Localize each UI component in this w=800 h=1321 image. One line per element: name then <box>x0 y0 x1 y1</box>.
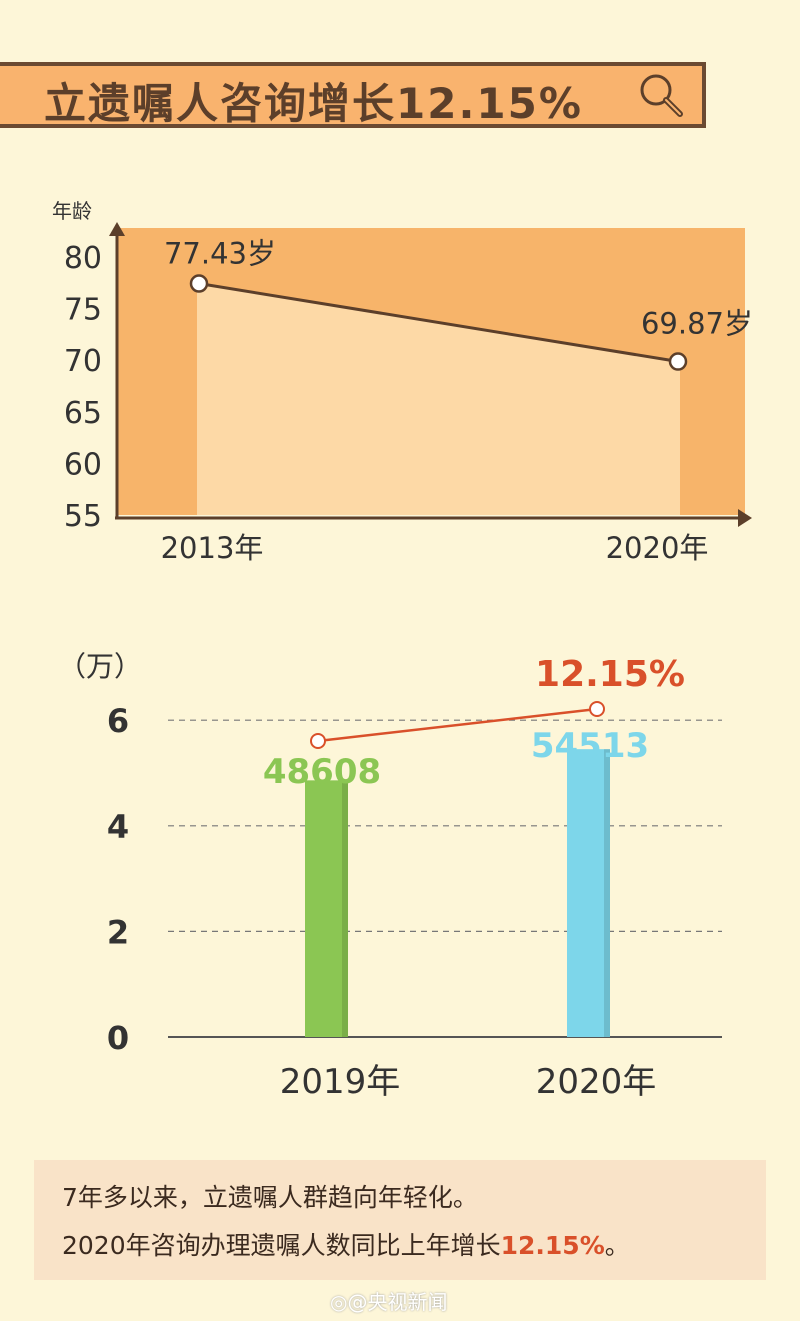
charts: 年龄 55 60 65 70 75 80 77.43岁 2013年 69.87岁 2020年 （万） 0… <box>52 199 753 1102</box>
y-tick-label: 55 <box>64 499 102 534</box>
note-highlight: 12.15% <box>500 1231 605 1260</box>
series-line <box>198 282 679 364</box>
magnifier-icon <box>640 74 683 117</box>
data-label: 77.43岁 <box>164 237 276 271</box>
area-fill <box>197 283 680 515</box>
y-tick-label: 75 <box>64 293 102 328</box>
x-tick-label: 2019年 <box>280 1062 401 1102</box>
x-tick-label: 2013年 <box>161 531 264 565</box>
y-axis-label: 年龄 <box>52 199 92 223</box>
y-tick-label: 60 <box>64 447 102 482</box>
growth-label: 12.15% <box>535 654 685 695</box>
bar-shade <box>342 780 348 1037</box>
watermark-text: @央视新闻 <box>347 1290 448 1314</box>
growth-point <box>310 733 326 749</box>
note-line-1: 7年多以来，立遗嘱人群趋向年轻化。 <box>62 1183 478 1212</box>
title-banner: 立遗嘱人咨询增长12.15% <box>0 62 706 128</box>
data-label: 69.87岁 <box>641 307 753 341</box>
growth-line <box>317 707 598 743</box>
weibo-icon: ◎ <box>330 1290 348 1314</box>
y-axis-arrow-icon <box>109 222 125 236</box>
y-tick-label: 70 <box>64 344 102 379</box>
bar <box>305 780 348 1037</box>
note-suffix: 。 <box>604 1231 630 1260</box>
y-axis-label: （万） <box>58 650 142 683</box>
data-point <box>189 274 209 293</box>
bar <box>567 749 610 1037</box>
y-tick-label: 65 <box>64 396 102 431</box>
note-line-2: 2020年咨询办理遗嘱人数同比上年增长12.15%。 <box>62 1226 630 1262</box>
growth-point <box>589 701 605 717</box>
x-tick-label: 2020年 <box>536 1062 657 1102</box>
y-tick-label: 4 <box>107 808 129 846</box>
data-point <box>668 352 688 371</box>
watermark: ◎@央视新闻 <box>330 1286 447 1315</box>
page-title: 立遗嘱人咨询增长12.15% <box>44 79 583 128</box>
note-text: 2020年咨询办理遗嘱人数同比上年增长 <box>62 1231 501 1260</box>
bar-value-label: 54513 <box>531 726 649 766</box>
y-tick-label: 6 <box>107 702 129 740</box>
y-tick-label: 0 <box>107 1019 129 1057</box>
bar-value-label: 48608 <box>263 752 381 792</box>
y-tick-label: 80 <box>64 241 102 276</box>
x-axis-arrow-icon <box>738 509 752 527</box>
summary-note: 7年多以来，立遗嘱人群趋向年轻化。 2020年咨询办理遗嘱人数同比上年增长12.… <box>34 1160 766 1280</box>
bar-shade <box>604 749 610 1037</box>
x-tick-label: 2020年 <box>606 531 709 565</box>
y-tick-label: 2 <box>107 913 129 951</box>
